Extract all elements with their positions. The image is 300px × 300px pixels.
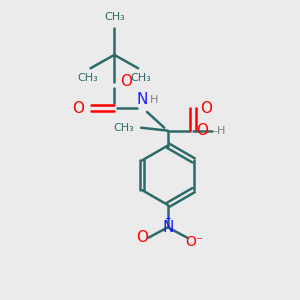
Text: +: +	[164, 214, 171, 223]
Text: CH₃: CH₃	[104, 12, 125, 22]
Text: CH₃: CH₃	[131, 73, 152, 83]
Text: O: O	[120, 74, 132, 89]
Text: H: H	[150, 95, 158, 105]
Text: N: N	[137, 92, 148, 107]
Text: O: O	[196, 123, 208, 138]
Text: O: O	[200, 101, 211, 116]
Text: -H: -H	[214, 126, 226, 136]
Text: O: O	[136, 230, 148, 245]
Text: CH₃: CH₃	[77, 73, 98, 83]
Text: N: N	[162, 220, 173, 235]
Text: CH₃: CH₃	[114, 123, 134, 133]
Text: O⁻: O⁻	[185, 235, 204, 249]
Text: O: O	[72, 101, 84, 116]
